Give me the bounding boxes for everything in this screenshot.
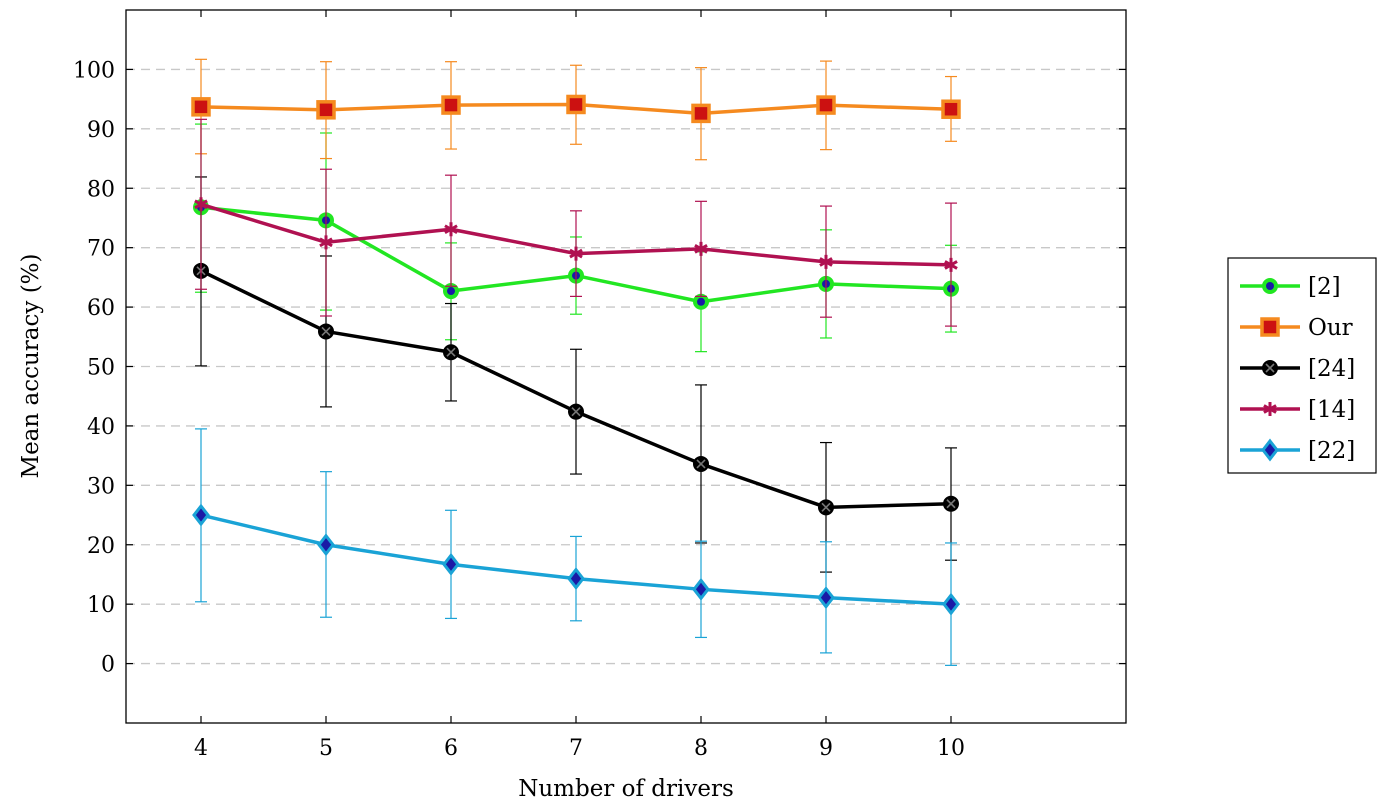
- data-point: [942, 592, 960, 616]
- legend-label: [2]: [1308, 274, 1341, 300]
- legend-label: Our: [1308, 315, 1353, 341]
- x-tick-label: 8: [694, 736, 708, 761]
- data-point: [316, 100, 336, 120]
- legend-item-4: [22]: [1240, 438, 1355, 464]
- x-tick-label: 7: [569, 736, 583, 761]
- y-tick-label: 90: [87, 118, 115, 143]
- data-point-cross: [571, 407, 581, 417]
- data-point-cross: [696, 459, 706, 469]
- y-tick-label: 20: [87, 534, 115, 559]
- y-tick-label: 70: [87, 237, 115, 262]
- legend: [2] Our [24] [14] [22]: [1227, 257, 1377, 474]
- legend-label: [24]: [1308, 356, 1355, 382]
- legend-box: [1227, 257, 1377, 474]
- data-point: [569, 246, 583, 261]
- legend-marker: [1261, 438, 1279, 462]
- x-tick-label: 5: [319, 736, 333, 761]
- x-tick-label: 4: [194, 736, 208, 761]
- data-point: [191, 97, 211, 117]
- legend-marker-center: [1266, 282, 1274, 290]
- data-point-cross: [446, 347, 456, 357]
- data-point: [817, 586, 835, 610]
- data-point: [442, 552, 460, 576]
- data-point: [692, 577, 710, 601]
- y-axis-ticks: 0 10 20 30 40 50 60 70 80 90 100: [73, 58, 1126, 678]
- y-tick-label: 30: [87, 474, 115, 499]
- series-4: [192, 428, 960, 666]
- data-point: [441, 95, 461, 115]
- data-point-center: [447, 287, 455, 296]
- legend-marker: [1260, 317, 1280, 337]
- x-tick-label: 10: [937, 736, 965, 761]
- y-tick-label: 50: [87, 356, 115, 381]
- data-point: [192, 503, 210, 527]
- legend-marker: [1263, 402, 1277, 416]
- y-tick-label: 60: [87, 296, 115, 321]
- data-point: [317, 533, 335, 557]
- series-3: [194, 118, 958, 327]
- grid-lines: [126, 68, 1126, 665]
- data-point: [566, 94, 586, 115]
- y-tick-label: 40: [87, 415, 115, 440]
- y-tick-label: 10: [87, 593, 115, 618]
- data-point: [567, 567, 585, 591]
- legend-label: [14]: [1308, 397, 1355, 423]
- series-group: [191, 58, 961, 666]
- legend-label: [22]: [1308, 438, 1355, 464]
- series-2: [193, 176, 959, 573]
- data-point-center: [697, 297, 705, 306]
- y-tick-label: 100: [73, 58, 115, 83]
- y-axis-title: Mean accuracy (%): [18, 254, 44, 479]
- legend-item-2: [24]: [1240, 356, 1355, 382]
- data-point-cross: [946, 499, 956, 509]
- data-point-cross: [821, 502, 831, 512]
- x-axis-title: Number of drivers: [518, 776, 734, 802]
- data-point: [694, 241, 708, 256]
- y-tick-label: 80: [87, 177, 115, 202]
- legend-item-3: [14]: [1240, 397, 1355, 423]
- data-point: [944, 257, 958, 272]
- data-point: [941, 99, 961, 119]
- data-point: [194, 197, 208, 212]
- data-point: [319, 235, 333, 250]
- y-tick-label: 0: [101, 653, 115, 678]
- data-point: [691, 103, 711, 124]
- series-1: [191, 58, 961, 161]
- x-axis-ticks: 4 5 6 7 8 9 10: [194, 10, 965, 761]
- legend-marker-cross: [1265, 363, 1275, 373]
- x-tick-label: 9: [819, 736, 833, 761]
- data-point-cross: [321, 326, 331, 337]
- legend-item-1: Our: [1240, 315, 1353, 341]
- data-point: [819, 254, 833, 269]
- x-tick-label: 6: [444, 736, 458, 761]
- data-point: [444, 222, 458, 237]
- data-point: [816, 95, 836, 115]
- legend-item-0: [2]: [1240, 274, 1341, 300]
